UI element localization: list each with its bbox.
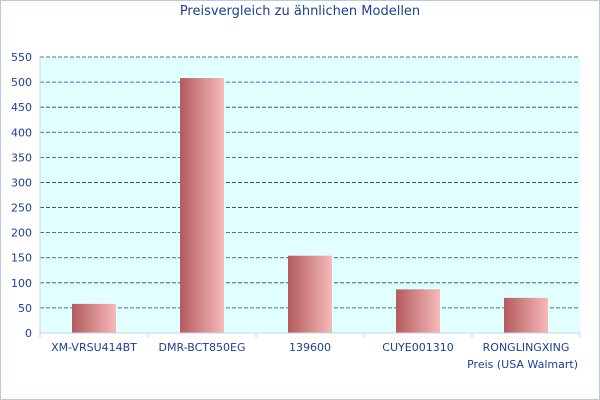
y-tick-label: 150	[11, 252, 32, 265]
y-tick-label: 100	[11, 277, 32, 290]
y-tick-label: 350	[11, 151, 32, 164]
x-tick-label: XM-VRSU414BT	[51, 341, 137, 354]
x-tick-label: 139600	[289, 341, 331, 354]
chart-title: Preisvergleich zu ähnlichen Modellen	[179, 4, 421, 19]
y-tick-label: 50	[18, 302, 32, 315]
bar-139600	[288, 255, 332, 333]
x-tick-label: RONGLINGXING	[483, 341, 570, 354]
x-axis-label: Preis (USA Walmart)	[467, 358, 578, 371]
y-tick-label: 400	[11, 126, 32, 139]
y-tick-label: 450	[11, 101, 32, 114]
bar-dmr-bct850eg	[180, 78, 224, 334]
y-tick-label: 200	[11, 227, 32, 240]
x-tick-label: CUYE001310	[382, 341, 453, 354]
bar-ronglingxing	[504, 297, 548, 333]
y-tick-label: 0	[25, 327, 32, 340]
y-tick-label: 300	[11, 176, 32, 189]
y-tick-label: 250	[11, 202, 32, 215]
bar-xm-vrsu414bt	[72, 303, 116, 333]
x-tick-label: DMR-BCT850EG	[159, 341, 246, 354]
y-tick-label: 550	[11, 51, 32, 64]
bar-cuye001310	[396, 289, 440, 333]
y-tick-label: 500	[11, 76, 32, 89]
